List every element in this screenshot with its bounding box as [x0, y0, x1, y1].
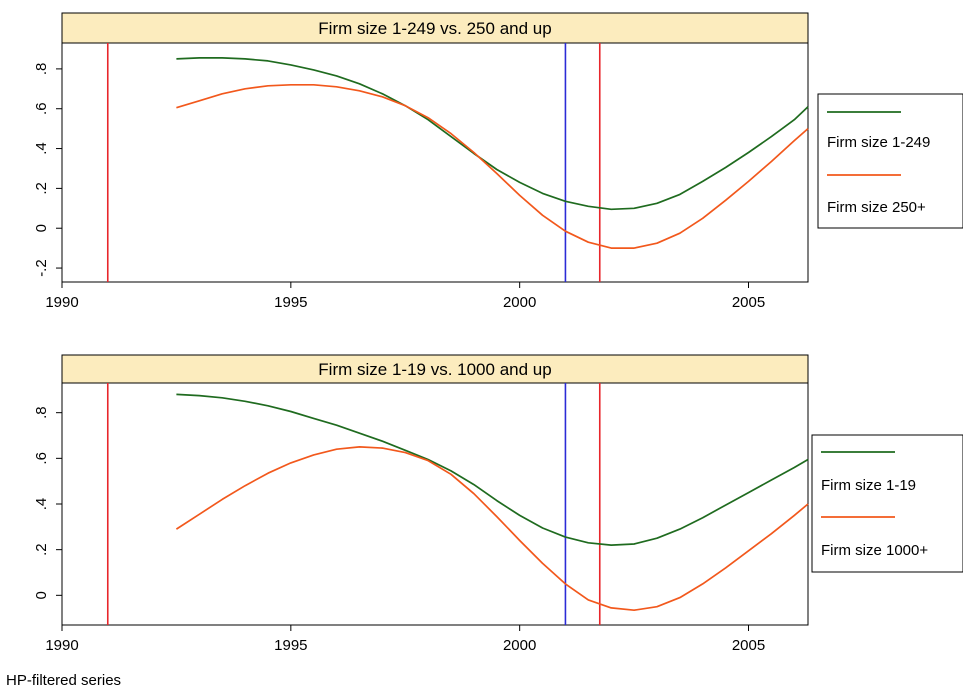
series-line-1 [176, 57, 809, 211]
y-tick-label: .8 [33, 406, 50, 419]
legend-label-1: Firm size 1-19 [821, 477, 916, 494]
x-tick-label: 2005 [732, 637, 765, 654]
y-tick-label: .4 [33, 498, 50, 511]
legend-label-1: Firm size 1-249 [827, 134, 930, 151]
y-tick-label: 0 [33, 591, 50, 599]
y-tick-label: .4 [33, 142, 50, 155]
y-tick-label: .8 [33, 63, 50, 76]
y-tick-label: .6 [33, 452, 50, 465]
x-tick-label: 1990 [45, 294, 78, 311]
chart-title-band [61, 12, 809, 44]
x-tick-label: 1995 [274, 294, 307, 311]
y-tick-label: -.2 [33, 259, 50, 277]
plot-area [61, 42, 809, 283]
x-tick-label: 2000 [503, 637, 536, 654]
chart-panel-2: Firm size 1-19 vs. 1000 and up 0 .2 .4 .6 .8 1… [33, 354, 963, 654]
legend-label-2: Firm size 250+ [827, 199, 926, 216]
legend-label-2: Firm size 1000+ [821, 542, 928, 559]
x-tick-label: 2000 [503, 294, 536, 311]
chart-title-band [61, 354, 809, 384]
plot-area [61, 382, 809, 626]
y-tick-label: 0 [33, 224, 50, 232]
footnote-text: HP-filtered series [6, 672, 122, 689]
series-line-2 [176, 83, 809, 249]
legend-box [817, 93, 963, 229]
series-line-1 [176, 393, 809, 546]
y-tick-label: .2 [33, 182, 50, 195]
y-tick-label: .6 [33, 102, 50, 115]
x-tick-label: 1990 [45, 637, 78, 654]
x-tick-label: 1995 [274, 637, 307, 654]
legend-box [811, 434, 963, 573]
series-line-2 [175, 446, 809, 612]
y-tick-label: .2 [33, 543, 50, 556]
chart-title: Firm size 1-19 vs. 1000 and up [318, 360, 551, 379]
x-tick-label: 2005 [732, 294, 765, 311]
chart-panel-1: Firm size 1-249 vs. 250 and up -.2 0 .2 .4 .6… [33, 12, 963, 311]
chart-title: Firm size 1-249 vs. 250 and up [318, 19, 551, 38]
